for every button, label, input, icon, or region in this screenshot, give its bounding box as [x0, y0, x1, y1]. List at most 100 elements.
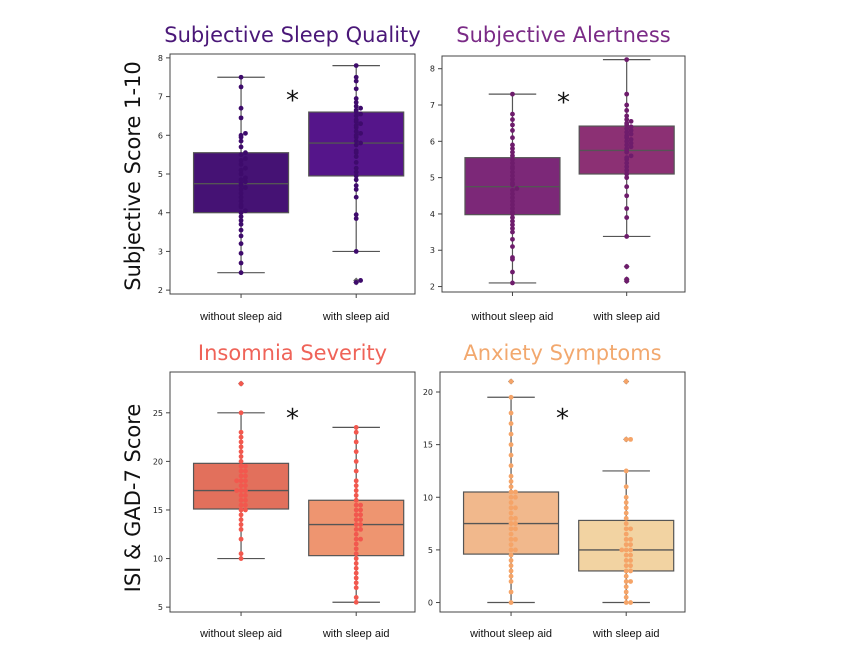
significance-marker: * [286, 404, 299, 434]
data-point [243, 165, 248, 171]
data-point [624, 164, 630, 170]
data-point [623, 379, 629, 384]
y-tick-label: 5 [428, 546, 433, 555]
data-point [353, 123, 359, 129]
data-point [510, 187, 515, 193]
data-point [513, 536, 518, 542]
data-point [238, 478, 244, 484]
data-point [238, 233, 244, 239]
data-point [243, 497, 248, 503]
data-point [508, 536, 514, 542]
data-point [243, 502, 248, 508]
data-point [624, 167, 630, 173]
significance-marker: * [556, 404, 569, 434]
data-point [624, 113, 630, 119]
data-point [243, 150, 248, 156]
data-point [624, 206, 630, 211]
data-point [508, 452, 514, 458]
data-point [623, 521, 629, 526]
data-point [624, 126, 630, 132]
panels: Subjective Sleep Quality 2 3 4 5 6 7 8 without s… [153, 23, 686, 640]
panel-title: Anxiety Symptoms [463, 341, 661, 365]
data-point [238, 144, 244, 150]
data-point [624, 193, 630, 199]
data-point [508, 531, 514, 537]
data-point [238, 483, 244, 489]
data-point [353, 132, 359, 138]
data-point [358, 517, 363, 523]
data-point [623, 436, 629, 442]
data-point [510, 229, 515, 235]
x-category-label: without sleep aid [199, 628, 282, 640]
data-point [353, 173, 359, 179]
data-point [623, 547, 629, 553]
data-point [623, 515, 629, 521]
data-point [623, 589, 629, 595]
y-tick-label: 15 [153, 506, 163, 515]
data-point [238, 507, 244, 513]
data-point [353, 183, 359, 189]
data-point [353, 458, 359, 464]
data-point [353, 113, 359, 119]
data-point [358, 512, 363, 518]
data-point [238, 194, 244, 200]
data-point [628, 568, 633, 574]
data-point [510, 153, 515, 159]
data-point [508, 484, 514, 490]
plot-frame [439, 371, 686, 613]
data-point [238, 214, 244, 219]
data-point [508, 558, 514, 563]
y-tick-label: 10 [153, 555, 163, 564]
data-point [353, 96, 359, 101]
y-tick-label: 7 [158, 93, 163, 102]
data-point [619, 547, 625, 553]
plot-frame [169, 371, 416, 613]
y-tick-label: 2 [430, 283, 435, 292]
data-point [510, 215, 515, 220]
y-tick-label: 3 [430, 246, 435, 255]
data-point [623, 579, 629, 584]
data-point [508, 526, 514, 532]
data-point [510, 198, 515, 204]
data-point [353, 575, 359, 581]
data-point [624, 108, 630, 113]
data-point [353, 78, 359, 84]
y-tick-label: 20 [423, 388, 433, 397]
significance-marker: * [286, 86, 299, 116]
x-category-label: without sleep aid [199, 311, 282, 323]
x-category-label: without sleep aid [469, 628, 552, 640]
data-point [358, 121, 363, 127]
data-point [624, 276, 630, 282]
data-point [628, 558, 633, 563]
data-point [353, 212, 359, 218]
data-point [510, 280, 515, 286]
data-point [353, 546, 359, 552]
data-point [234, 488, 240, 493]
data-point [508, 568, 514, 574]
data-point [510, 191, 515, 197]
y-tick-label: 20 [153, 457, 163, 466]
data-point [238, 517, 244, 523]
data-point [238, 536, 244, 542]
data-point [508, 547, 514, 553]
data-point [353, 595, 359, 600]
data-point [358, 278, 363, 283]
data-point [238, 177, 244, 183]
y-tick-label: 8 [430, 65, 435, 74]
data-point [353, 187, 359, 192]
data-point [353, 478, 359, 484]
data-point [510, 202, 515, 208]
data-point [508, 463, 514, 469]
data-point [623, 552, 629, 558]
data-point [353, 570, 359, 576]
data-point [358, 502, 363, 508]
data-point [358, 140, 363, 146]
data-point [238, 439, 244, 445]
data-point [624, 102, 630, 108]
data-point [238, 429, 244, 435]
data-point [238, 187, 244, 192]
data-point [628, 153, 634, 159]
data-point [508, 589, 514, 595]
data-point [243, 478, 248, 484]
data-point [238, 115, 244, 121]
